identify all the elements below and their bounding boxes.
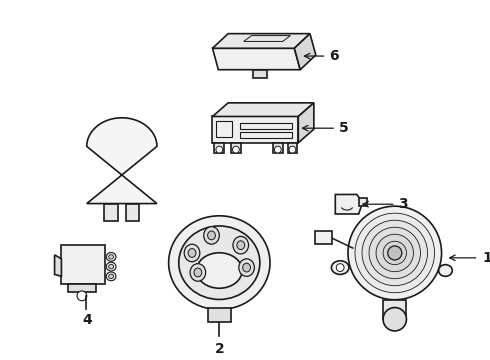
Circle shape [232, 146, 239, 153]
Ellipse shape [106, 262, 116, 271]
Ellipse shape [196, 253, 242, 288]
Circle shape [336, 264, 344, 271]
Circle shape [77, 291, 87, 301]
Polygon shape [104, 203, 118, 221]
Polygon shape [215, 143, 224, 153]
Polygon shape [213, 117, 298, 143]
Polygon shape [61, 245, 105, 284]
Polygon shape [54, 255, 61, 276]
Polygon shape [231, 143, 241, 153]
Polygon shape [359, 198, 367, 206]
Polygon shape [126, 203, 139, 221]
Polygon shape [288, 143, 297, 153]
Ellipse shape [109, 274, 114, 279]
Polygon shape [383, 300, 407, 319]
Ellipse shape [243, 263, 250, 272]
Text: 3: 3 [398, 197, 407, 211]
Ellipse shape [208, 231, 216, 240]
Ellipse shape [194, 268, 202, 277]
Ellipse shape [106, 272, 116, 281]
Polygon shape [213, 103, 314, 117]
Circle shape [274, 146, 281, 153]
Circle shape [355, 213, 435, 293]
Polygon shape [87, 118, 157, 203]
Ellipse shape [233, 237, 248, 254]
Polygon shape [315, 230, 332, 244]
Polygon shape [213, 48, 300, 70]
Polygon shape [335, 194, 363, 214]
Ellipse shape [239, 259, 254, 276]
Ellipse shape [109, 264, 114, 269]
Ellipse shape [109, 255, 114, 259]
Text: 4: 4 [83, 314, 93, 327]
Polygon shape [253, 70, 267, 77]
Polygon shape [208, 308, 231, 322]
Circle shape [388, 246, 402, 260]
Ellipse shape [439, 265, 452, 276]
Ellipse shape [169, 216, 270, 310]
Text: 2: 2 [215, 342, 224, 356]
Ellipse shape [190, 264, 206, 281]
Ellipse shape [237, 241, 245, 249]
Circle shape [348, 206, 441, 300]
Circle shape [383, 307, 407, 331]
Ellipse shape [106, 252, 116, 261]
Circle shape [383, 241, 407, 265]
Circle shape [289, 146, 296, 153]
Polygon shape [213, 33, 310, 48]
Text: 1: 1 [483, 251, 490, 265]
Polygon shape [273, 143, 283, 153]
Circle shape [362, 220, 427, 286]
Ellipse shape [184, 244, 200, 262]
Text: 5: 5 [339, 121, 349, 135]
Polygon shape [298, 103, 314, 143]
Polygon shape [68, 284, 96, 292]
Ellipse shape [179, 226, 260, 300]
Circle shape [369, 227, 420, 279]
Text: 6: 6 [329, 49, 339, 63]
Circle shape [216, 146, 223, 153]
Ellipse shape [188, 248, 196, 257]
Ellipse shape [331, 261, 349, 274]
Polygon shape [294, 33, 316, 70]
Circle shape [376, 234, 414, 272]
Ellipse shape [204, 227, 220, 244]
